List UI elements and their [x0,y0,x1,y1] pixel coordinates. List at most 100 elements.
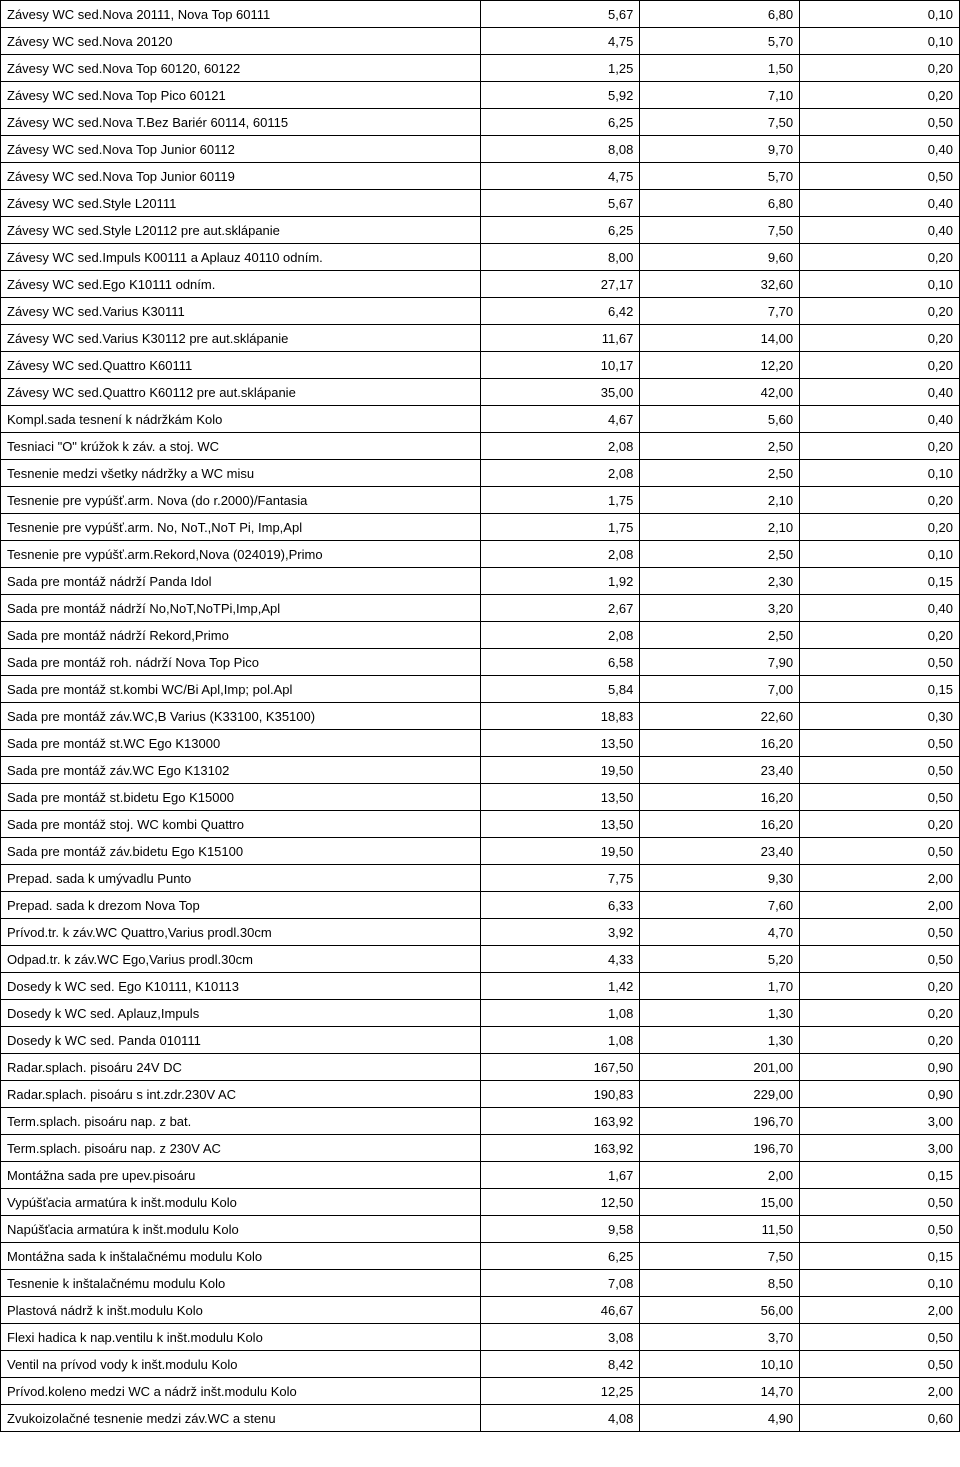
table-row: Závesy WC sed.Style L201115,676,800,40 [1,190,960,217]
cell-v3: 0,50 [800,757,960,784]
cell-v1: 5,84 [480,676,640,703]
cell-name: Sada pre montáž st.WC Ego K13000 [1,730,481,757]
cell-name: Závesy WC sed.Style L20111 [1,190,481,217]
cell-v1: 6,25 [480,217,640,244]
table-row: Sada pre montáž roh. nádrží Nova Top Pic… [1,649,960,676]
cell-v1: 13,50 [480,811,640,838]
cell-v1: 13,50 [480,730,640,757]
table-row: Tesnenie k inštalačnému modulu Kolo7,088… [1,1270,960,1297]
table-row: Vypúšťacia armatúra k inšt.modulu Kolo12… [1,1189,960,1216]
cell-name: Radar.splach. pisoáru 24V DC [1,1054,481,1081]
cell-v1: 18,83 [480,703,640,730]
cell-v3: 0,20 [800,973,960,1000]
table-row: Ventil na prívod vody k inšt.modulu Kolo… [1,1351,960,1378]
cell-v1: 11,67 [480,325,640,352]
table-row: Závesy WC sed.Nova T.Bez Bariér 60114, 6… [1,109,960,136]
cell-v3: 0,15 [800,676,960,703]
cell-v2: 2,50 [640,622,800,649]
cell-v3: 0,10 [800,541,960,568]
cell-v3: 0,50 [800,919,960,946]
cell-v1: 46,67 [480,1297,640,1324]
cell-v1: 5,92 [480,82,640,109]
table-row: Prepad. sada k umývadlu Punto7,759,302,0… [1,865,960,892]
cell-name: Závesy WC sed.Nova 20111, Nova Top 60111 [1,1,481,28]
cell-name: Závesy WC sed.Impuls K00111 a Aplauz 401… [1,244,481,271]
cell-v1: 19,50 [480,757,640,784]
cell-v2: 6,80 [640,1,800,28]
cell-v3: 0,20 [800,622,960,649]
cell-v2: 229,00 [640,1081,800,1108]
cell-name: Sada pre montáž st.bidetu Ego K15000 [1,784,481,811]
cell-v1: 163,92 [480,1108,640,1135]
cell-v2: 15,00 [640,1189,800,1216]
table-row: Sada pre montáž st.bidetu Ego K1500013,5… [1,784,960,811]
cell-v2: 7,60 [640,892,800,919]
cell-name: Závesy WC sed.Nova Top Junior 60119 [1,163,481,190]
cell-v2: 4,90 [640,1405,800,1432]
table-row: Sada pre montáž záv.WC Ego K1310219,5023… [1,757,960,784]
table-row: Radar.splach. pisoáru 24V DC167,50201,00… [1,1054,960,1081]
cell-name: Flexi hadica k nap.ventilu k inšt.modulu… [1,1324,481,1351]
cell-v2: 22,60 [640,703,800,730]
cell-v3: 0,20 [800,811,960,838]
cell-v1: 12,25 [480,1378,640,1405]
cell-v3: 0,50 [800,838,960,865]
table-row: Tesnenie pre vypúšť.arm. No, NoT.,NoT Pi… [1,514,960,541]
cell-v2: 8,50 [640,1270,800,1297]
table-row: Závesy WC sed.Nova 201204,755,700,10 [1,28,960,55]
cell-v3: 0,15 [800,1162,960,1189]
cell-v2: 7,50 [640,217,800,244]
table-row: Závesy WC sed.Varius K301116,427,700,20 [1,298,960,325]
cell-name: Sada pre montáž nádrží Rekord,Primo [1,622,481,649]
cell-v3: 2,00 [800,1297,960,1324]
cell-v3: 0,50 [800,784,960,811]
cell-v3: 0,20 [800,55,960,82]
cell-v2: 23,40 [640,757,800,784]
cell-v2: 9,60 [640,244,800,271]
price-table: Závesy WC sed.Nova 20111, Nova Top 60111… [0,0,960,1432]
cell-v1: 7,08 [480,1270,640,1297]
cell-v2: 2,50 [640,433,800,460]
cell-v2: 1,30 [640,1027,800,1054]
table-row: Prívod.tr. k záv.WC Quattro,Varius prodl… [1,919,960,946]
cell-v3: 0,40 [800,406,960,433]
cell-name: Dosedy k WC sed. Ego K10111, K10113 [1,973,481,1000]
cell-v2: 7,50 [640,1243,800,1270]
cell-name: Vypúšťacia armatúra k inšt.modulu Kolo [1,1189,481,1216]
cell-name: Závesy WC sed.Nova Top Junior 60112 [1,136,481,163]
cell-name: Montážna sada pre upev.pisoáru [1,1162,481,1189]
cell-v3: 0,50 [800,946,960,973]
cell-v2: 23,40 [640,838,800,865]
cell-name: Závesy WC sed.Nova Top Pico 60121 [1,82,481,109]
cell-name: Sada pre montáž záv.WC,B Varius (K33100,… [1,703,481,730]
cell-v2: 7,10 [640,82,800,109]
cell-v1: 9,58 [480,1216,640,1243]
cell-v2: 1,50 [640,55,800,82]
cell-name: Závesy WC sed.Varius K30112 pre aut.sklá… [1,325,481,352]
table-row: Sada pre montáž st.kombi WC/Bi Apl,Imp; … [1,676,960,703]
cell-v2: 9,70 [640,136,800,163]
cell-v1: 2,08 [480,460,640,487]
table-row: Zvukoizolačné tesnenie medzi záv.WC a st… [1,1405,960,1432]
cell-v2: 3,70 [640,1324,800,1351]
table-row: Dosedy k WC sed. Aplauz,Impuls1,081,300,… [1,1000,960,1027]
table-row: Term.splach. pisoáru nap. z 230V AC163,9… [1,1135,960,1162]
cell-name: Montážna sada k inštalačnému modulu Kolo [1,1243,481,1270]
cell-v3: 0,50 [800,163,960,190]
cell-v3: 0,10 [800,460,960,487]
cell-v1: 2,67 [480,595,640,622]
cell-v2: 1,70 [640,973,800,1000]
cell-v2: 2,00 [640,1162,800,1189]
cell-v3: 3,00 [800,1135,960,1162]
cell-name: Dosedy k WC sed. Aplauz,Impuls [1,1000,481,1027]
cell-name: Napúšťacia armatúra k inšt.modulu Kolo [1,1216,481,1243]
cell-v2: 196,70 [640,1108,800,1135]
cell-v3: 0,60 [800,1405,960,1432]
cell-v3: 0,15 [800,568,960,595]
cell-v2: 6,80 [640,190,800,217]
cell-name: Plastová nádrž k inšt.modulu Kolo [1,1297,481,1324]
cell-v1: 2,08 [480,541,640,568]
table-row: Závesy WC sed.Varius K30112 pre aut.sklá… [1,325,960,352]
cell-v2: 7,90 [640,649,800,676]
cell-v1: 7,75 [480,865,640,892]
